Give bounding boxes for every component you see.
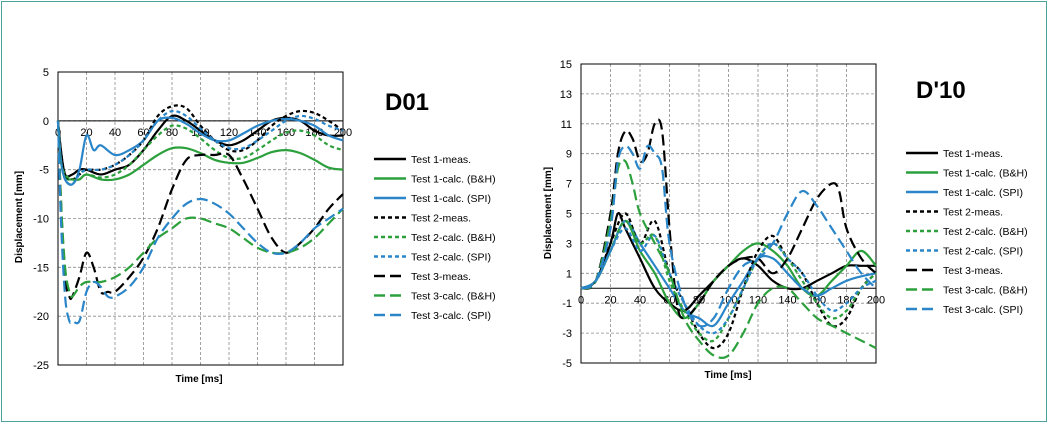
series-lines <box>580 118 877 359</box>
y-tick-label: 9 <box>566 149 572 161</box>
legend-label: Test 2-meas. <box>943 207 1003 219</box>
x-tick-label: 120 <box>749 294 767 306</box>
chart-d10: 0 20 40 60 80 100 120 140 160 180 20015131197531-1… <box>543 59 1028 381</box>
y-tick-label: 0 <box>43 116 49 128</box>
y-tick-label: 5 <box>566 209 572 221</box>
tick-labels: 0 20 40 60 80 100 120 140 160 180 20015131197531-1… <box>560 59 885 370</box>
y-tick-label: -10 <box>33 214 49 226</box>
y-axis-label: Displacement [mm] <box>14 171 25 263</box>
x-tick-label: 140 <box>778 294 796 306</box>
x-axis-label: Time [ms] <box>704 370 751 381</box>
x-tick-label: 40 <box>109 127 121 139</box>
series-line <box>580 158 877 359</box>
legend-label: Test 3-calc. (B&H) <box>411 291 496 303</box>
legend-label: Test 1-meas. <box>943 148 1003 160</box>
legend-label: Test 3-calc. (SPI) <box>411 310 491 322</box>
y-tick-label: 15 <box>560 59 572 71</box>
y-tick-label: 1 <box>566 268 572 280</box>
y-tick-label: -3 <box>562 328 572 340</box>
series-line <box>580 144 877 328</box>
series-line <box>56 116 344 186</box>
legend-label: Test 3-meas. <box>411 271 471 283</box>
legend: Test 1-meas. Test 1-calc. (B&H) Test 1-cal… <box>906 148 1028 316</box>
plot-area-border <box>580 63 877 364</box>
series-line <box>56 109 344 186</box>
chart-title: D01 <box>385 89 429 116</box>
legend-label: Test 3-calc. (SPI) <box>943 304 1023 316</box>
y-axis-label: Displacement [mm] <box>543 167 554 259</box>
legend-label: Test 2-calc. (SPI) <box>943 246 1023 258</box>
series-line <box>580 219 877 328</box>
x-tick-label: 20 <box>80 127 92 139</box>
x-tick-label: 0 <box>578 294 584 306</box>
y-tick-label: 11 <box>561 119 572 131</box>
grid-lines <box>58 71 344 366</box>
series-line <box>580 227 877 335</box>
y-tick-label: 13 <box>560 89 572 101</box>
series-line <box>580 212 877 350</box>
x-tick-label: 140 <box>248 127 266 139</box>
series-lines <box>56 104 344 325</box>
plot-area-border <box>57 71 344 366</box>
chart-d01: 0 20 40 60 80 100 120 140 160 180 20050-5-10-15-20… <box>14 67 496 385</box>
legend-label: Test 1-calc. (SPI) <box>943 187 1023 199</box>
legend-label: Test 1-calc. (B&H) <box>943 168 1028 180</box>
y-tick-label: 7 <box>566 179 572 191</box>
legend-label: Test 2-calc. (B&H) <box>943 226 1028 238</box>
y-tick-label: -20 <box>33 311 49 323</box>
y-tick-label: 5 <box>43 67 49 79</box>
series-line <box>56 120 344 182</box>
legend-label: Test 1-meas. <box>411 154 471 166</box>
x-tick-label: 160 <box>808 294 826 306</box>
tick-labels: 0 20 40 60 80 100 120 140 160 180 20050-5-10-15-20… <box>33 67 352 372</box>
x-tick-label: 120 <box>220 127 238 139</box>
legend-label: Test 2-meas. <box>411 213 471 225</box>
y-tick-label: -5 <box>562 358 572 370</box>
series-line <box>56 120 344 298</box>
y-tick-label: -5 <box>39 165 49 177</box>
x-tick-label: 40 <box>634 294 646 306</box>
legend-label: Test 2-calc. (B&H) <box>411 232 496 244</box>
y-tick-label: -1 <box>562 298 572 310</box>
legend: Test 1-meas. Test 1-calc. (B&H) Test 1-cal… <box>374 154 496 322</box>
legend-label: Test 3-meas. <box>943 265 1003 277</box>
series-line <box>56 120 344 325</box>
legend-label: Test 1-calc. (B&H) <box>411 174 496 186</box>
y-tick-label: 3 <box>566 238 572 250</box>
x-axis-label: Time [ms] <box>175 374 222 385</box>
legend-label: Test 3-calc. (B&H) <box>943 285 1028 297</box>
legend-label: Test 1-calc. (SPI) <box>411 193 491 205</box>
y-tick-label: -15 <box>33 262 49 274</box>
chart-title: D'10 <box>916 77 966 104</box>
legend-label: Test 2-calc. (SPI) <box>411 252 491 264</box>
x-tick-label: 20 <box>604 294 616 306</box>
x-tick-label: 80 <box>166 127 178 139</box>
y-tick-label: -25 <box>33 360 49 372</box>
x-tick-label: 200 <box>867 294 885 306</box>
